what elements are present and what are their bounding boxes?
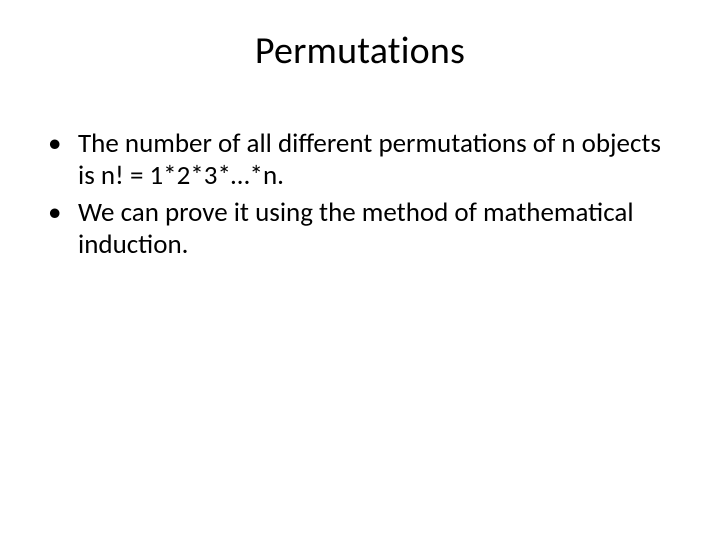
slide-title: Permutations [40,28,680,74]
list-item: The number of all different permutations… [48,128,680,193]
bullet-list: The number of all different permutations… [40,128,680,262]
slide: Permutations The number of all different… [0,0,720,540]
list-item: We can prove it using the method of math… [48,197,680,262]
